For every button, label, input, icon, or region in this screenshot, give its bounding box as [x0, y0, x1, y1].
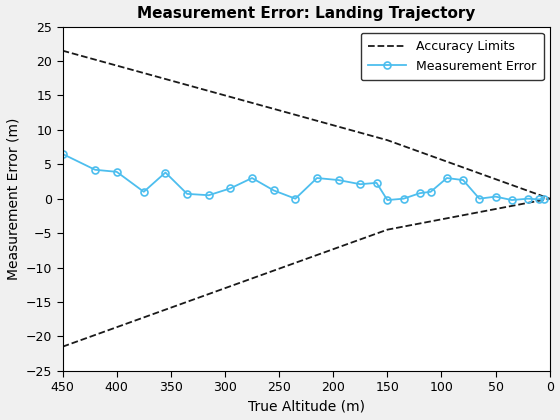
Measurement Error [92, 167, 99, 172]
Measurement Error [444, 176, 450, 181]
Measurement Error [460, 178, 466, 183]
Accuracy Limits [384, 138, 391, 143]
Measurement Error [59, 152, 66, 157]
Measurement Error [384, 197, 391, 202]
Measurement Error [476, 196, 483, 201]
Measurement Error [270, 188, 277, 193]
Measurement Error [357, 182, 363, 187]
Measurement Error [335, 178, 342, 183]
Measurement Error [227, 186, 234, 191]
Title: Measurement Error: Landing Trajectory: Measurement Error: Landing Trajectory [137, 6, 475, 21]
Measurement Error [292, 196, 298, 201]
Measurement Error [508, 197, 515, 202]
Accuracy Limits [547, 196, 553, 201]
Measurement Error [373, 180, 380, 185]
Measurement Error [417, 191, 423, 196]
X-axis label: True Altitude (m): True Altitude (m) [248, 400, 365, 414]
Measurement Error [427, 189, 434, 194]
Measurement Error [541, 196, 548, 201]
Measurement Error [400, 196, 407, 201]
Measurement Error [249, 176, 255, 181]
Measurement Error [314, 176, 320, 181]
Measurement Error [206, 193, 212, 198]
Measurement Error [113, 169, 120, 174]
Legend: Accuracy Limits, Measurement Error: Accuracy Limits, Measurement Error [361, 33, 544, 80]
Y-axis label: Measurement Error (m): Measurement Error (m) [6, 118, 20, 280]
Measurement Error [141, 189, 147, 194]
Measurement Error [184, 192, 190, 197]
Measurement Error [535, 197, 542, 202]
Line: Accuracy Limits: Accuracy Limits [63, 51, 550, 199]
Measurement Error [492, 194, 499, 199]
Measurement Error [525, 196, 531, 201]
Line: Measurement Error: Measurement Error [59, 150, 548, 204]
Accuracy Limits [59, 48, 66, 53]
Measurement Error [162, 170, 169, 175]
